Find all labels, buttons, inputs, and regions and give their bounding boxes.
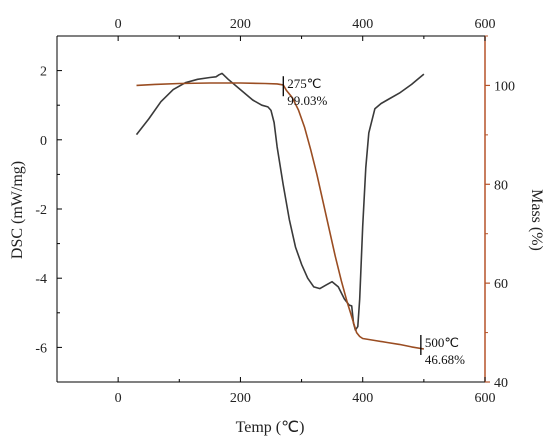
- x-tick-label-bottom: 400: [352, 391, 373, 406]
- y-right-tick-label: 60: [494, 277, 508, 292]
- ticks-layer: 0 0 200 200 400 400 600 600 2 0 -2 -4 -6 100 80 60 40: [35, 17, 515, 406]
- mass-curve: [136, 82, 425, 350]
- x-tick-label-top: 200: [230, 17, 251, 32]
- dsc-curve: [135, 72, 425, 331]
- annotation-label: 275℃: [287, 76, 321, 91]
- annotation-label: 46.68%: [425, 352, 465, 367]
- x-tick-label-bottom: 200: [230, 391, 251, 406]
- annotation-label: 99.03%: [287, 93, 327, 108]
- x-tick-label-bottom: 600: [475, 391, 496, 406]
- y-left-tick-label: -6: [35, 341, 47, 356]
- x-tick-label-top: 0: [115, 17, 122, 32]
- y-left-axis-title: DSC (mW/mg): [9, 161, 26, 259]
- annotation-label: 500℃: [425, 335, 459, 350]
- y-left-tick-label: -2: [35, 203, 47, 218]
- y-right-axis-title: Mass (%): [528, 189, 545, 251]
- x-tick-label-top: 400: [352, 17, 373, 32]
- x-axis-title: Temp (℃): [236, 419, 305, 436]
- y-right-tick-label: 40: [494, 376, 508, 391]
- y-right-tick-label: 100: [494, 79, 515, 94]
- annotations-layer: 275℃ 99.03% 500℃ 46.68%: [282, 76, 465, 367]
- y-left-tick-label: 0: [40, 134, 47, 149]
- x-tick-label-bottom: 0: [115, 391, 122, 406]
- axes-frame-layer: [56, 35, 486, 383]
- x-tick-label-top: 600: [475, 17, 496, 32]
- y-left-tick-label: -4: [35, 272, 47, 287]
- y-left-tick-label: 2: [40, 65, 47, 80]
- y-right-tick-label: 80: [494, 178, 508, 193]
- series-layer: [135, 72, 425, 350]
